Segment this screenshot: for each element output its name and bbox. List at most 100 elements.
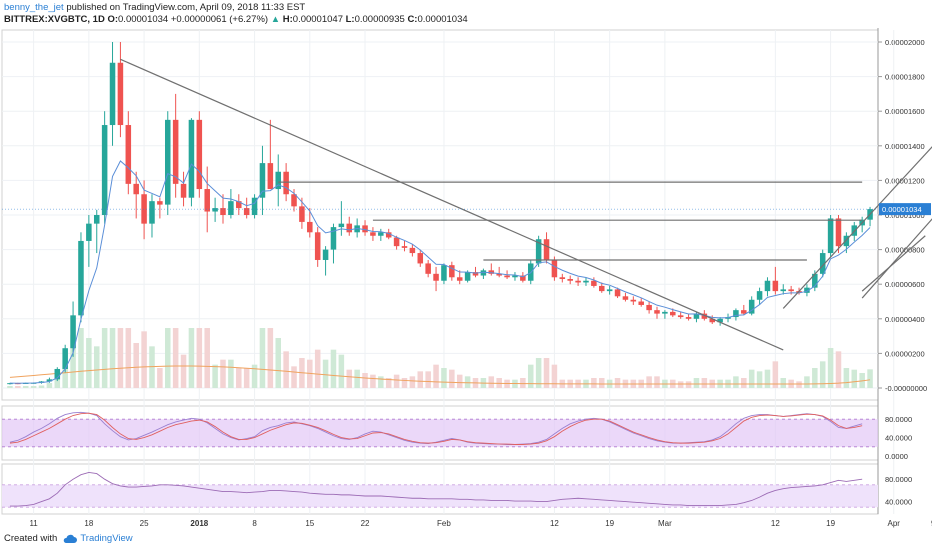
current-price-tag bbox=[879, 203, 931, 216]
candle-body bbox=[480, 270, 487, 276]
candle-body bbox=[307, 221, 313, 233]
volume-bar bbox=[851, 369, 858, 388]
candle-body bbox=[370, 232, 376, 236]
candle-body bbox=[827, 218, 834, 254]
candle-body bbox=[543, 239, 550, 260]
candle-body bbox=[733, 310, 739, 318]
candle-body bbox=[685, 317, 692, 319]
candle-body bbox=[441, 265, 447, 281]
candle-body bbox=[78, 240, 84, 316]
candle-body bbox=[630, 299, 637, 302]
candle-body bbox=[117, 62, 124, 126]
volume-bar bbox=[441, 368, 447, 388]
change-value: +0.00000061 (+6.27%) bbox=[170, 14, 269, 25]
author-link[interactable]: benny_the_jet bbox=[4, 2, 64, 13]
y-tick-label: 0.00000600 bbox=[885, 280, 925, 289]
y-tick-label: 0.00002000 bbox=[885, 38, 925, 47]
candle-body bbox=[464, 272, 471, 281]
volume-bar bbox=[338, 354, 345, 388]
x-tick-label: 18 bbox=[84, 519, 93, 528]
candle-body bbox=[204, 189, 210, 212]
candle-body bbox=[599, 285, 605, 292]
candle-body bbox=[385, 232, 392, 238]
volume-bar bbox=[867, 369, 873, 388]
y-tick-label: 0.00001200 bbox=[885, 176, 925, 185]
candle-body bbox=[267, 163, 274, 190]
volume-bar bbox=[54, 374, 61, 388]
candle-body bbox=[496, 273, 502, 276]
candle-body bbox=[70, 315, 76, 349]
x-tick-label: Feb bbox=[437, 519, 451, 528]
osc-y-label: 80.0000 bbox=[885, 475, 912, 484]
osc-band bbox=[2, 484, 878, 508]
candle-body bbox=[378, 232, 384, 236]
volume-bar bbox=[117, 328, 124, 388]
volume-bar bbox=[228, 359, 234, 388]
candle-body bbox=[228, 201, 234, 215]
candle-body bbox=[133, 183, 139, 195]
volume-bar bbox=[409, 376, 416, 388]
volume-bar bbox=[283, 351, 289, 388]
volume-bar bbox=[180, 354, 187, 388]
volume-bar bbox=[275, 338, 281, 388]
y-tick-label: 0.00001800 bbox=[885, 73, 925, 82]
candle-body bbox=[393, 237, 400, 247]
candle-body bbox=[591, 280, 597, 286]
candle-body bbox=[299, 206, 305, 222]
trendline bbox=[120, 58, 784, 351]
trendline bbox=[861, 235, 926, 292]
candle-body bbox=[283, 171, 289, 195]
x-tick-label: 2018 bbox=[190, 519, 208, 528]
volume-bar bbox=[22, 386, 29, 388]
volume-bar bbox=[62, 361, 68, 388]
low-label: L: bbox=[345, 14, 355, 25]
x-tick-label: 12 bbox=[550, 519, 559, 528]
volume-bar bbox=[385, 378, 392, 388]
osc-series-line bbox=[9, 472, 863, 507]
chart-canvas[interactable]: 0.00002000 0.00001800 0.00001600 0.00001400… bbox=[0, 28, 932, 528]
volume-bar bbox=[15, 386, 21, 388]
candle-body bbox=[614, 289, 621, 297]
volume-bar bbox=[330, 349, 337, 388]
candle-body bbox=[338, 223, 345, 228]
x-tick-label: Apr bbox=[888, 519, 901, 528]
volume-bar bbox=[741, 378, 747, 388]
volume-bar bbox=[70, 334, 76, 388]
candle-body bbox=[748, 299, 755, 314]
candle-body bbox=[93, 215, 100, 224]
candle-body bbox=[322, 249, 329, 260]
volume-bar bbox=[433, 364, 439, 388]
volume-bar bbox=[464, 376, 471, 388]
x-tick-label: 11 bbox=[29, 519, 38, 528]
candle-body bbox=[275, 171, 281, 190]
volume-bar bbox=[827, 348, 834, 388]
volume-bar bbox=[812, 368, 818, 388]
cloud-icon bbox=[64, 534, 78, 543]
volume-bar bbox=[520, 378, 526, 388]
x-tick-label: Mar bbox=[658, 519, 672, 528]
x-tick-label: 8 bbox=[252, 519, 257, 528]
volume-ma-line bbox=[9, 365, 871, 385]
candle-body bbox=[512, 275, 518, 278]
tradingview-logo[interactable]: TradingView bbox=[63, 533, 133, 544]
rsi-series-line bbox=[9, 412, 863, 445]
candle-body bbox=[575, 280, 581, 283]
x-tick-label: 19 bbox=[826, 519, 835, 528]
candle-body bbox=[330, 227, 337, 250]
candle-body bbox=[520, 275, 526, 281]
x-tick-label: 12 bbox=[771, 519, 780, 528]
volume-bar bbox=[267, 328, 274, 388]
candle-body bbox=[314, 232, 321, 260]
trendline bbox=[782, 146, 932, 309]
candle-body bbox=[149, 201, 155, 224]
candle-body bbox=[433, 273, 439, 281]
candle-body bbox=[62, 348, 68, 369]
publish-info: benny_the_jet published on TradingView.c… bbox=[4, 2, 305, 13]
candle-body bbox=[417, 253, 424, 264]
volume-bar bbox=[259, 328, 266, 388]
volume-bar bbox=[417, 371, 424, 388]
volume-bar bbox=[30, 386, 37, 388]
trendline bbox=[861, 218, 932, 299]
candle-body bbox=[212, 208, 218, 212]
volume-bar bbox=[125, 328, 132, 388]
